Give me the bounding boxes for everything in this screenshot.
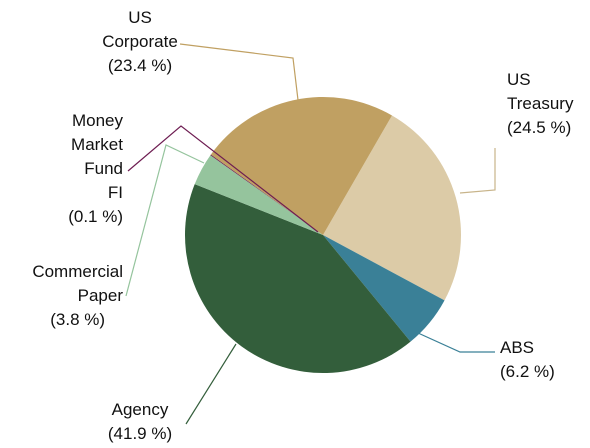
pie-slice [210, 154, 323, 235]
pie-slice [323, 235, 445, 342]
label-agency: Agency (41.9 %) [107, 400, 173, 443]
pie-slice [194, 155, 323, 235]
pie-slice [210, 97, 392, 235]
leader-line [406, 327, 495, 353]
leader-line [125, 144, 205, 297]
leader-line [127, 125, 319, 233]
label-us-corporate: US Corporate (23.4 %) [102, 8, 178, 75]
label-money-market: Money Market Fund FI (0.1 %) [68, 111, 123, 226]
leader-line [179, 43, 299, 101]
leader-line [185, 343, 237, 425]
leader-line [459, 148, 496, 194]
label-commercial-paper: Commercial Paper (3.8 %) [32, 262, 123, 329]
pie-slice [184, 184, 411, 373]
pie-slice [323, 115, 461, 301]
label-abs: ABS (6.2 %) [500, 338, 555, 381]
label-us-treasury: US Treasury (24.5 %) [507, 70, 574, 137]
